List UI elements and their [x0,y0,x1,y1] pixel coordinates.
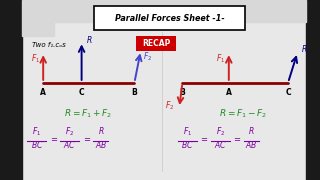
Bar [0,0,22,180]
Text: $=$: $=$ [49,134,59,143]
Text: $F_1$: $F_1$ [216,52,225,65]
Text: A: A [226,88,232,97]
Text: $R = F_1 + F_2$: $R = F_1 + F_2$ [64,108,112,120]
Text: C: C [79,88,84,97]
FancyBboxPatch shape [94,6,245,30]
Text: $F_2$: $F_2$ [216,125,225,138]
Text: $=$: $=$ [199,134,209,143]
Text: $F_1$: $F_1$ [183,125,192,138]
FancyBboxPatch shape [136,36,176,51]
Text: B: B [180,88,185,97]
Text: $=$: $=$ [232,134,242,143]
Text: C: C [285,88,291,97]
Text: $R$: $R$ [248,125,254,136]
Text: $F_1$: $F_1$ [32,125,41,138]
Text: $R = F_1 - F_2$: $R = F_1 - F_2$ [219,108,268,120]
Text: $R$: $R$ [301,43,307,54]
Text: $=$: $=$ [82,134,91,143]
Text: $AC$: $AC$ [214,140,227,150]
Text: $BC$: $BC$ [181,140,194,150]
Bar [306,0,320,180]
Text: $R$: $R$ [98,125,104,136]
Text: $AB$: $AB$ [245,140,257,150]
Text: $F_2$: $F_2$ [165,99,174,111]
Text: $F_2$: $F_2$ [65,125,74,138]
Text: $F_2$: $F_2$ [143,50,152,63]
Bar [22,0,306,22]
Text: $AB$: $AB$ [95,140,107,150]
Text: Two f₁.cₒs: Two f₁.cₒs [32,42,66,48]
Text: $BC$: $BC$ [30,140,43,150]
Text: $AC$: $AC$ [63,140,76,150]
Bar [22,22,54,36]
Text: $F_1$: $F_1$ [31,52,40,65]
Text: Parallel Forces Sheet -1-: Parallel Forces Sheet -1- [115,14,224,23]
Text: A: A [40,88,46,97]
Text: RECAP: RECAP [142,39,170,48]
Text: B: B [132,88,137,97]
Text: $R$: $R$ [86,34,93,45]
